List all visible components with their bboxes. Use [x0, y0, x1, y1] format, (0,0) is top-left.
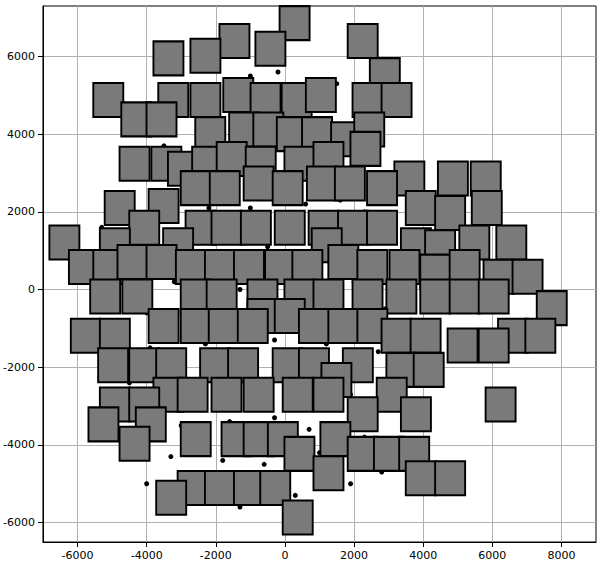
svg-text:-6000: -6000 — [3, 516, 35, 529]
svg-text:4000: 4000 — [409, 549, 437, 562]
svg-text:-2000: -2000 — [3, 361, 35, 374]
svg-text:6000: 6000 — [7, 50, 35, 63]
svg-text:8000: 8000 — [547, 549, 575, 562]
svg-text:-4000: -4000 — [3, 438, 35, 451]
svg-text:-2000: -2000 — [200, 549, 232, 562]
svg-text:6000: 6000 — [478, 549, 506, 562]
svg-text:0: 0 — [281, 549, 288, 562]
svg-text:-6000: -6000 — [62, 549, 94, 562]
svg-text:0: 0 — [28, 283, 35, 296]
svg-text:2000: 2000 — [7, 205, 35, 218]
svg-text:-4000: -4000 — [131, 549, 163, 562]
svg-text:4000: 4000 — [7, 128, 35, 141]
svg-text:2000: 2000 — [340, 549, 368, 562]
